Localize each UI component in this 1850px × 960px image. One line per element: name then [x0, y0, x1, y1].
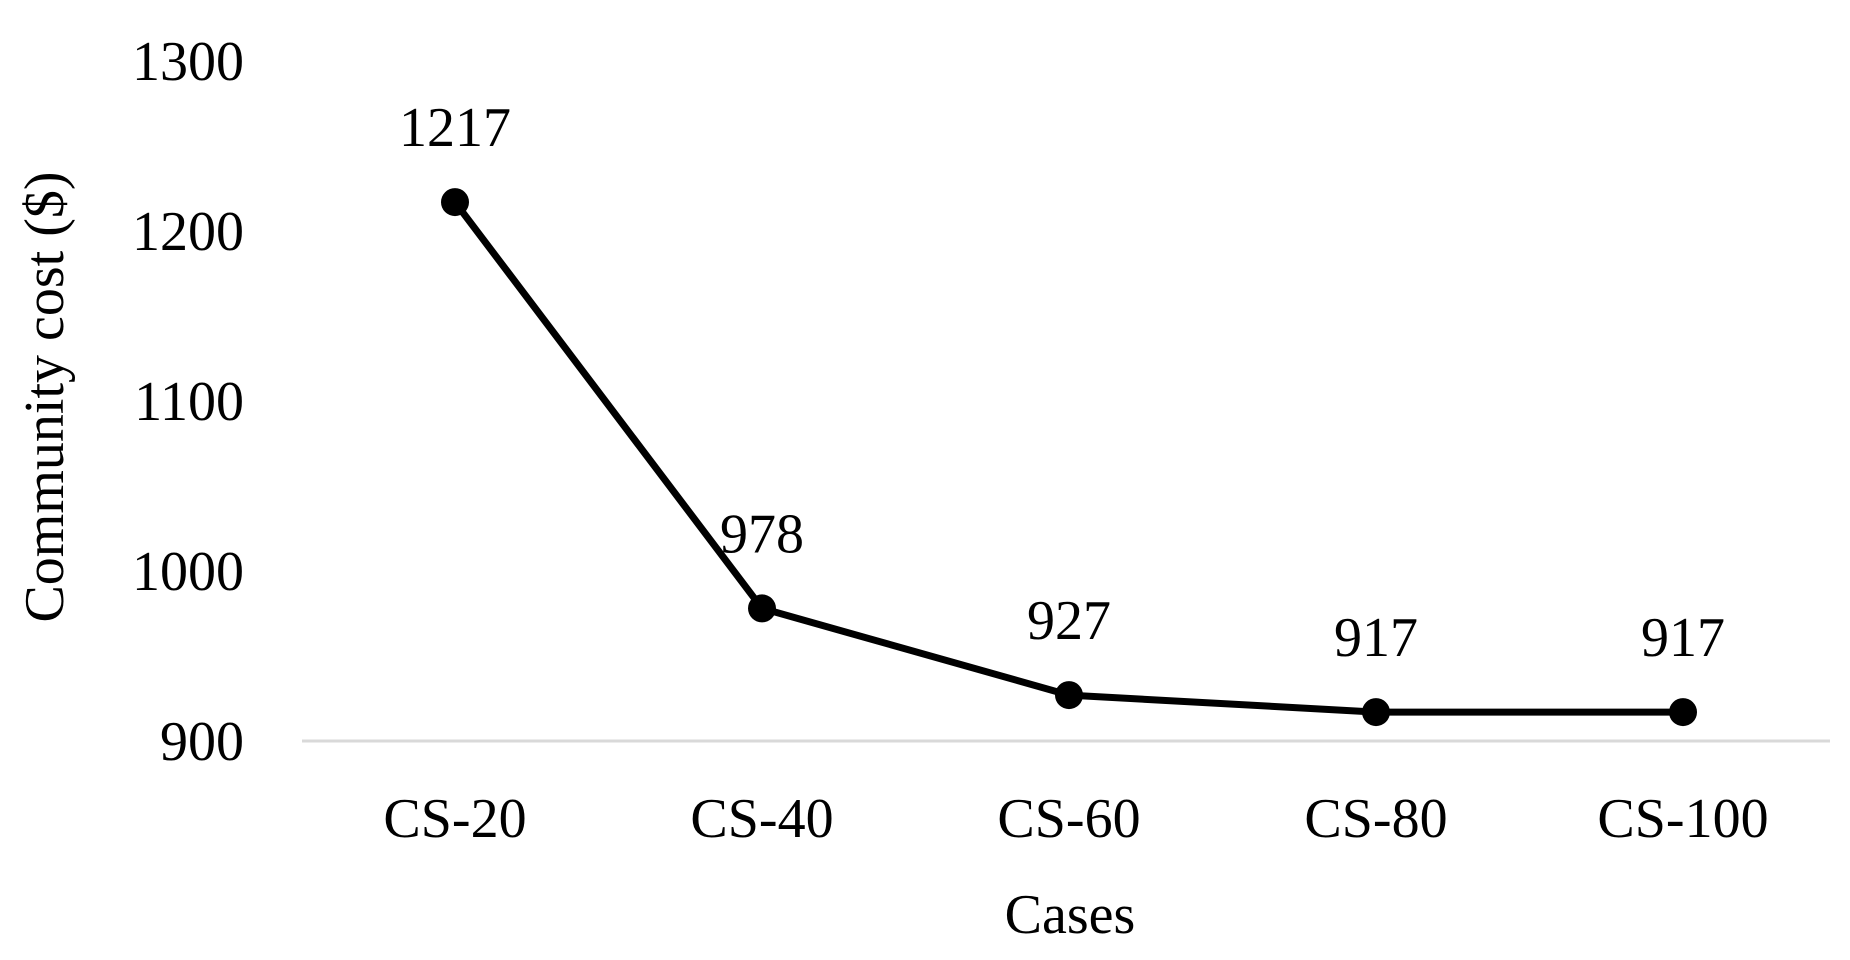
data-label: 917: [1641, 607, 1725, 669]
x-axis-title: Cases: [1005, 884, 1136, 946]
data-point: [441, 188, 469, 217]
data-point: [1362, 698, 1390, 727]
data-point: [1055, 681, 1083, 710]
data-label: 978: [720, 503, 804, 565]
y-tick-label: 1100: [134, 371, 244, 433]
y-tick-label: 1200: [132, 201, 244, 263]
data-label: 917: [1334, 607, 1418, 669]
data-label: 927: [1027, 590, 1111, 652]
x-axis-ticks: CS-20 CS-40 CS-60 CS-80 CS-100: [383, 788, 1768, 850]
data-point: [1669, 698, 1697, 727]
series-layer: [441, 188, 1697, 727]
data-label: 1217: [399, 97, 511, 159]
x-tick-label: CS-60: [997, 788, 1140, 850]
x-tick-label: CS-100: [1597, 788, 1768, 850]
data-labels: 1217 978 927 917 917: [399, 97, 1725, 669]
x-tick-label: CS-40: [690, 788, 833, 850]
y-axis-title: Community cost ($): [14, 171, 76, 622]
y-axis-ticks: 900 1000 1100 1200 1300: [132, 31, 244, 773]
y-tick-label: 1000: [132, 541, 244, 603]
y-tick-label: 1300: [132, 31, 244, 93]
data-point: [748, 594, 776, 623]
x-tick-label: CS-80: [1304, 788, 1447, 850]
x-tick-label: CS-20: [383, 788, 526, 850]
y-tick-label: 900: [160, 711, 244, 773]
